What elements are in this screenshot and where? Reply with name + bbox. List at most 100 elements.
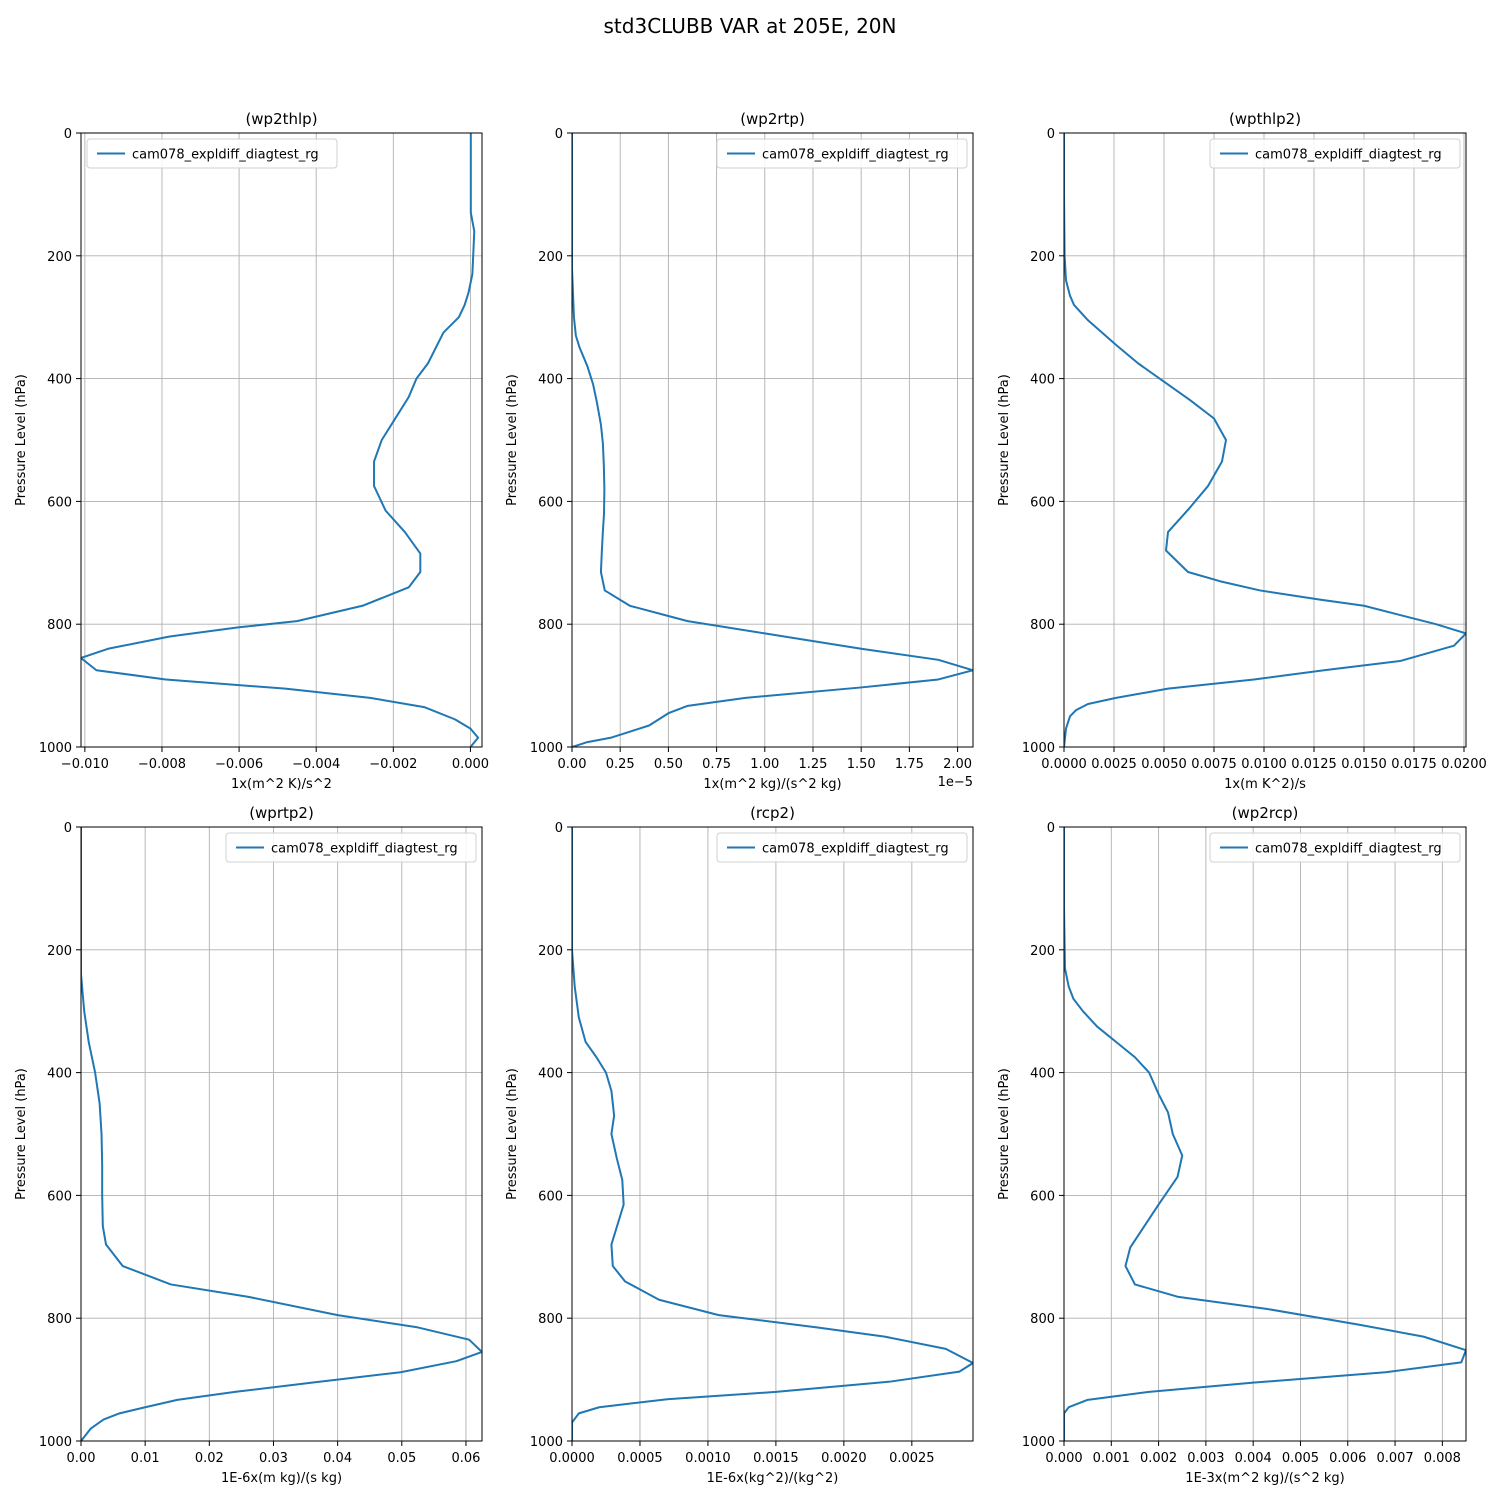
x-tick-label: 0.04 — [323, 1451, 352, 1466]
y-tick-label: 1000 — [530, 741, 563, 756]
legend-label: cam078_expldiff_diagtest_rg — [132, 148, 319, 163]
y-tick-label: 600 — [47, 1189, 72, 1204]
legend-label: cam078_expldiff_diagtest_rg — [1255, 148, 1442, 163]
x-tick-label: 0.25 — [606, 757, 635, 772]
y-tick-label: 400 — [47, 373, 72, 388]
panel-4: 0.00 0.01 0.02 0.03 0.04 0.05 0.06 0 200 400 600 80… — [14, 804, 483, 1486]
legend: cam078_expldiff_diagtest_rg — [225, 832, 477, 863]
y-tick-label: 600 — [538, 1189, 563, 1204]
x-tick-label: 2.00 — [943, 757, 972, 772]
x-tick-label: 0.0000 — [549, 1451, 595, 1466]
panel-1: −0.010 −0.008 −0.006 −0.004 −0.002 0.000 0 200 4… — [14, 110, 489, 792]
axes-frame — [571, 132, 974, 748]
y-tick-label: 200 — [538, 250, 563, 265]
series-line — [81, 827, 482, 1441]
x-tick-label: −0.004 — [292, 757, 340, 772]
legend: cam078_expldiff_diagtest_rg — [86, 138, 338, 169]
x-tick-label: 0.0025 — [1091, 757, 1137, 772]
panel-5: 0.0000 0.0005 0.0010 0.0015 0.0020 0.0025 0 200… — [505, 804, 974, 1486]
x-tick-label: 0.003 — [1187, 1451, 1224, 1466]
legend: cam078_expldiff_diagtest_rg — [716, 832, 968, 863]
x-tick-label: 1.25 — [799, 757, 828, 772]
y-axis-label: Pressure Level (hPa) — [505, 1068, 520, 1200]
legend-label: cam078_expldiff_diagtest_rg — [762, 148, 949, 163]
x-tick-label: 0.000 — [1045, 1451, 1082, 1466]
x-tick-label: 0.0100 — [1241, 757, 1287, 772]
legend-box — [86, 138, 338, 169]
legend-label: cam078_expldiff_diagtest_rg — [1255, 842, 1442, 857]
legend-box — [716, 138, 968, 169]
legend: cam078_expldiff_diagtest_rg — [1209, 832, 1461, 863]
x-axis-label: 1E-6x(kg^2)/(kg^2) — [707, 1471, 839, 1486]
axes-frame — [80, 132, 483, 748]
x-tick-label: 0.75 — [702, 757, 731, 772]
y-tick-label: 600 — [47, 495, 72, 510]
y-tick-label: 600 — [1030, 495, 1055, 510]
y-tick-label: 200 — [538, 944, 563, 959]
x-axis-label: 1x(m^2 kg)/(s^2 kg) — [703, 777, 841, 792]
x-tick-label: 0.007 — [1376, 1451, 1413, 1466]
axes-frame — [571, 826, 974, 1442]
legend-label: cam078_expldiff_diagtest_rg — [271, 842, 458, 857]
y-tick-label: 1000 — [1022, 741, 1055, 756]
x-tick-label: 0.005 — [1282, 1451, 1319, 1466]
y-tick-label: 800 — [1030, 618, 1055, 633]
x-axis-label: 1E-3x(m^2 kg)/(s^2 kg) — [1185, 1471, 1344, 1486]
axes-frame — [80, 826, 483, 1442]
y-tick-label: 200 — [47, 250, 72, 265]
x-tick-label: 0.01 — [131, 1451, 160, 1466]
y-tick-label: 400 — [1030, 373, 1055, 388]
x-tick-label: −0.006 — [215, 757, 263, 772]
x-tick-label: 0.0050 — [1141, 757, 1187, 772]
panel-title: (wp2thlp) — [245, 110, 317, 128]
y-tick-label: 800 — [538, 1312, 563, 1327]
y-tick-label: 0 — [555, 127, 563, 142]
y-tick-label: 800 — [47, 1312, 72, 1327]
x-tick-label: 0.00 — [558, 757, 587, 772]
x-tick-label: 0.06 — [451, 1451, 480, 1466]
panel-title: (wprtp2) — [249, 804, 314, 822]
x-tick-label: 0.0075 — [1191, 757, 1237, 772]
y-tick-label: 0 — [64, 127, 72, 142]
y-axis-label: Pressure Level (hPa) — [997, 1068, 1012, 1200]
y-tick-label: 1000 — [39, 1435, 72, 1450]
y-tick-label: 200 — [47, 944, 72, 959]
series-line — [572, 133, 973, 747]
x-tick-label: 0.0025 — [889, 1451, 935, 1466]
x-offset-text: 1e−5 — [938, 775, 973, 790]
y-tick-label: 0 — [64, 821, 72, 836]
y-tick-label: 1000 — [39, 741, 72, 756]
x-axis-label: 1E-6x(m kg)/(s kg) — [221, 1471, 342, 1486]
y-axis-label: Pressure Level (hPa) — [14, 1068, 29, 1200]
x-tick-label: 1.50 — [847, 757, 876, 772]
x-tick-label: 0.02 — [195, 1451, 224, 1466]
y-tick-label: 600 — [538, 495, 563, 510]
y-tick-label: 1000 — [530, 1435, 563, 1450]
x-tick-label: 0.50 — [654, 757, 683, 772]
panel-6: 0.000 0.001 0.002 0.003 0.004 0.005 0.006 0.007… — [997, 804, 1467, 1486]
legend-box — [716, 832, 968, 863]
x-tick-label: 0.004 — [1235, 1451, 1272, 1466]
y-axis-label: Pressure Level (hPa) — [14, 374, 29, 506]
series-line — [572, 827, 973, 1441]
x-tick-label: 0.008 — [1424, 1451, 1461, 1466]
axes-frame — [1063, 826, 1467, 1442]
y-axis-label: Pressure Level (hPa) — [505, 374, 520, 506]
legend: cam078_expldiff_diagtest_rg — [716, 138, 968, 169]
x-tick-label: 0.0150 — [1341, 757, 1387, 772]
panel-2: 0.00 0.25 0.50 0.75 1.00 1.25 1.50 1.75 2.00 0 200… — [505, 110, 974, 792]
y-tick-label: 400 — [47, 1067, 72, 1082]
x-tick-label: 0.0000 — [1041, 757, 1087, 772]
x-tick-label: 0.03 — [259, 1451, 288, 1466]
x-tick-label: 0.05 — [387, 1451, 416, 1466]
x-tick-label: 0.0175 — [1391, 757, 1437, 772]
panel-title: (wp2rtp) — [740, 110, 805, 128]
y-tick-label: 0 — [1047, 127, 1055, 142]
x-tick-label: 1.00 — [750, 757, 779, 772]
x-tick-label: 0.00 — [67, 1451, 96, 1466]
axes-frame — [1063, 132, 1467, 748]
panel-title: (rcp2) — [750, 804, 795, 822]
x-tick-label: 0.0015 — [753, 1451, 799, 1466]
series-line — [1064, 133, 1466, 747]
